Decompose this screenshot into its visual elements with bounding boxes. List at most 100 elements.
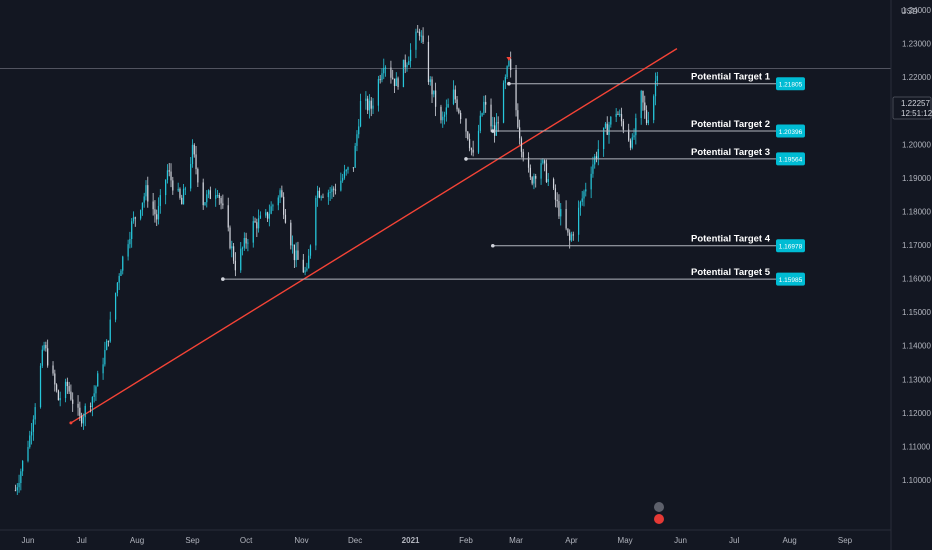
candle-body — [620, 114, 623, 122]
event-icon-top[interactable] — [654, 502, 664, 512]
candle — [220, 195, 222, 210]
candle-body — [30, 431, 33, 436]
candle — [433, 90, 435, 98]
candle — [502, 80, 505, 124]
candle — [490, 98, 492, 132]
candle — [272, 203, 274, 211]
candle-body — [467, 131, 469, 140]
candles-layer — [14, 24, 658, 495]
target-value: 1.21805 — [779, 81, 803, 88]
candle-body — [41, 349, 43, 366]
candle-body — [331, 188, 333, 192]
candle-body — [542, 160, 544, 164]
candle — [82, 413, 85, 430]
time-axis[interactable]: Jun Jul Aug Sep Oct Nov Dec 2021 Feb Mar Apr May Jun… — [0, 529, 891, 545]
candle — [191, 139, 194, 168]
potential-target[interactable]: Potential Target 3 1.19564 — [464, 147, 805, 166]
candle-body — [134, 217, 136, 219]
candle-body — [619, 114, 621, 116]
event-icons[interactable] — [654, 502, 664, 524]
candle-body — [393, 78, 396, 87]
candle-body — [370, 100, 372, 109]
candle — [628, 123, 630, 142]
candle-body — [418, 31, 421, 36]
trendline-layer[interactable] — [69, 48, 678, 425]
candle — [27, 440, 29, 463]
candle-body — [291, 244, 294, 246]
candle — [452, 80, 455, 106]
candle-body — [64, 381, 67, 399]
candle-body — [342, 177, 344, 181]
candle-body — [172, 180, 174, 191]
candle-body — [170, 171, 172, 181]
candle-body — [118, 275, 120, 283]
candle — [365, 91, 367, 110]
candle — [404, 54, 406, 74]
candle-body — [347, 167, 349, 170]
candle — [583, 189, 585, 207]
target-line-anchor — [507, 81, 511, 86]
candle-body — [431, 79, 433, 95]
targets-layer[interactable]: Potential Target 11.21805 Potential Targe… — [221, 72, 805, 286]
candle-body — [154, 209, 156, 215]
candle — [14, 484, 17, 492]
candle-body — [529, 167, 531, 178]
candle — [20, 468, 22, 491]
candle — [465, 118, 467, 139]
candle — [415, 28, 417, 59]
red-trendline[interactable] — [70, 48, 678, 424]
candle-body — [20, 471, 22, 484]
candle — [315, 195, 317, 251]
candle — [579, 200, 582, 216]
candle — [468, 133, 471, 152]
candle-body — [527, 157, 530, 168]
time-tick-label: Sep — [838, 536, 853, 545]
candle-body — [52, 365, 54, 374]
currency-label: USD — [901, 7, 918, 16]
candle — [291, 235, 294, 254]
candle-body — [556, 199, 558, 202]
time-tick-label: Nov — [294, 536, 308, 545]
candle-body — [656, 75, 658, 81]
potential-target[interactable]: Potential Target 2 1.20396 — [491, 119, 805, 138]
target-badge — [776, 272, 805, 286]
candle-body — [547, 179, 549, 182]
candle-body — [129, 238, 131, 245]
candle-body — [241, 247, 244, 249]
time-tick-label: Sep — [185, 536, 200, 545]
candle-body — [234, 260, 237, 271]
target-badge — [776, 152, 805, 166]
candle-body — [215, 195, 217, 199]
candle-body — [490, 104, 492, 127]
candle-body — [379, 79, 381, 81]
candle — [295, 242, 297, 268]
potential-target[interactable]: Potential Target 1 1.21805 — [507, 72, 805, 91]
candle-body — [240, 248, 242, 271]
candle-body — [43, 345, 45, 350]
candle — [515, 64, 517, 117]
candle — [645, 105, 648, 126]
potential-target[interactable]: Potential Target 4 1.16978 — [491, 234, 805, 253]
event-icon-bottom[interactable] — [654, 514, 664, 524]
time-tick-label: May — [618, 536, 633, 545]
candle-body — [316, 190, 319, 198]
candle — [29, 430, 31, 449]
candle-body — [427, 41, 430, 83]
candle — [597, 140, 599, 166]
candle — [544, 159, 546, 172]
candle — [109, 311, 111, 343]
candle — [279, 188, 281, 204]
potential-target[interactable]: Potential Target 5 1.15985 — [221, 267, 805, 286]
candle-body — [454, 89, 456, 100]
candle — [243, 232, 245, 251]
price-tick-label: 1.15000 — [902, 308, 931, 317]
candle — [240, 242, 242, 273]
candle-body — [320, 196, 322, 198]
candle — [384, 65, 387, 77]
candle — [320, 195, 322, 201]
candle-body — [504, 77, 506, 83]
candle-body — [477, 130, 480, 153]
candle — [422, 27, 424, 45]
candle-body — [272, 205, 274, 207]
